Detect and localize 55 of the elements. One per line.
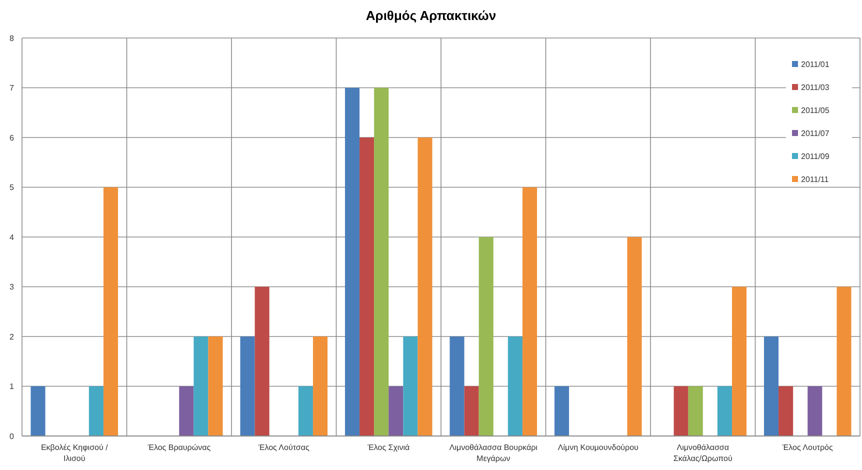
bar: [764, 336, 779, 436]
legend-label: 2011/05: [801, 106, 830, 115]
bar: [208, 336, 223, 436]
bar: [360, 138, 374, 436]
bar: [418, 138, 432, 436]
legend-label: 2011/11: [801, 174, 830, 184]
bar: [194, 336, 208, 436]
bar: [778, 386, 794, 436]
bar: [836, 286, 852, 436]
bar: [478, 237, 494, 436]
bar: [627, 237, 642, 436]
bar: [808, 386, 822, 436]
y-tick-label: 2: [10, 332, 15, 342]
bar: [240, 336, 255, 436]
bar: [103, 187, 118, 436]
bar: [688, 386, 703, 436]
legend-label: 2011/03: [801, 82, 830, 92]
y-tick-label: 1: [10, 382, 15, 392]
x-tick-label: Έλος Βραυρώνας: [146, 443, 211, 452]
y-tick-label: 7: [10, 84, 15, 93]
legend-label: 2011/09: [801, 152, 830, 161]
bar: [179, 386, 194, 436]
bar: [732, 286, 747, 436]
bar: [254, 286, 270, 436]
bar: [554, 386, 570, 436]
y-tick-label: 3: [10, 282, 15, 292]
chart-title: Αριθμός Αρπακτικών: [366, 8, 496, 23]
bar: [717, 386, 732, 436]
bar: [298, 386, 313, 436]
bar: [508, 336, 522, 436]
bar: [374, 88, 389, 436]
bar: [674, 386, 688, 436]
bar: [403, 336, 418, 436]
x-tick-label: Λιμνοθάλασσα Σκάλας/Ωρωπού: [673, 443, 732, 463]
x-tick-label: Εκβολές Κηφισού / Ιλισού: [40, 443, 109, 463]
x-tick-label: Έλος Λουτρός: [781, 443, 833, 452]
y-tick-label: 5: [10, 183, 15, 192]
y-tick-label: 0: [10, 432, 15, 441]
x-tick-label: Έλος Σχινιά: [366, 443, 410, 452]
y-tick-label: 8: [10, 34, 15, 43]
legend-label: 2011/07: [801, 128, 830, 138]
bar: [522, 187, 538, 436]
bar: [388, 386, 404, 436]
bar: [344, 88, 360, 436]
y-tick-label: 6: [10, 133, 15, 142]
bar: [464, 386, 479, 436]
bar: [312, 336, 328, 436]
x-tick-label: Έλος Λούτσας: [257, 443, 310, 452]
bar: [30, 386, 46, 436]
legend-label: 2011/01: [801, 60, 830, 69]
x-tick-label: Λιμνοθάλασσα Βουρκάρι Μεγάρων: [449, 443, 538, 463]
bar: [450, 336, 464, 436]
bar: [88, 386, 104, 436]
x-tick-label: Λίμνη Κουμουνδούρου: [558, 443, 638, 452]
y-tick-label: 4: [10, 232, 15, 242]
